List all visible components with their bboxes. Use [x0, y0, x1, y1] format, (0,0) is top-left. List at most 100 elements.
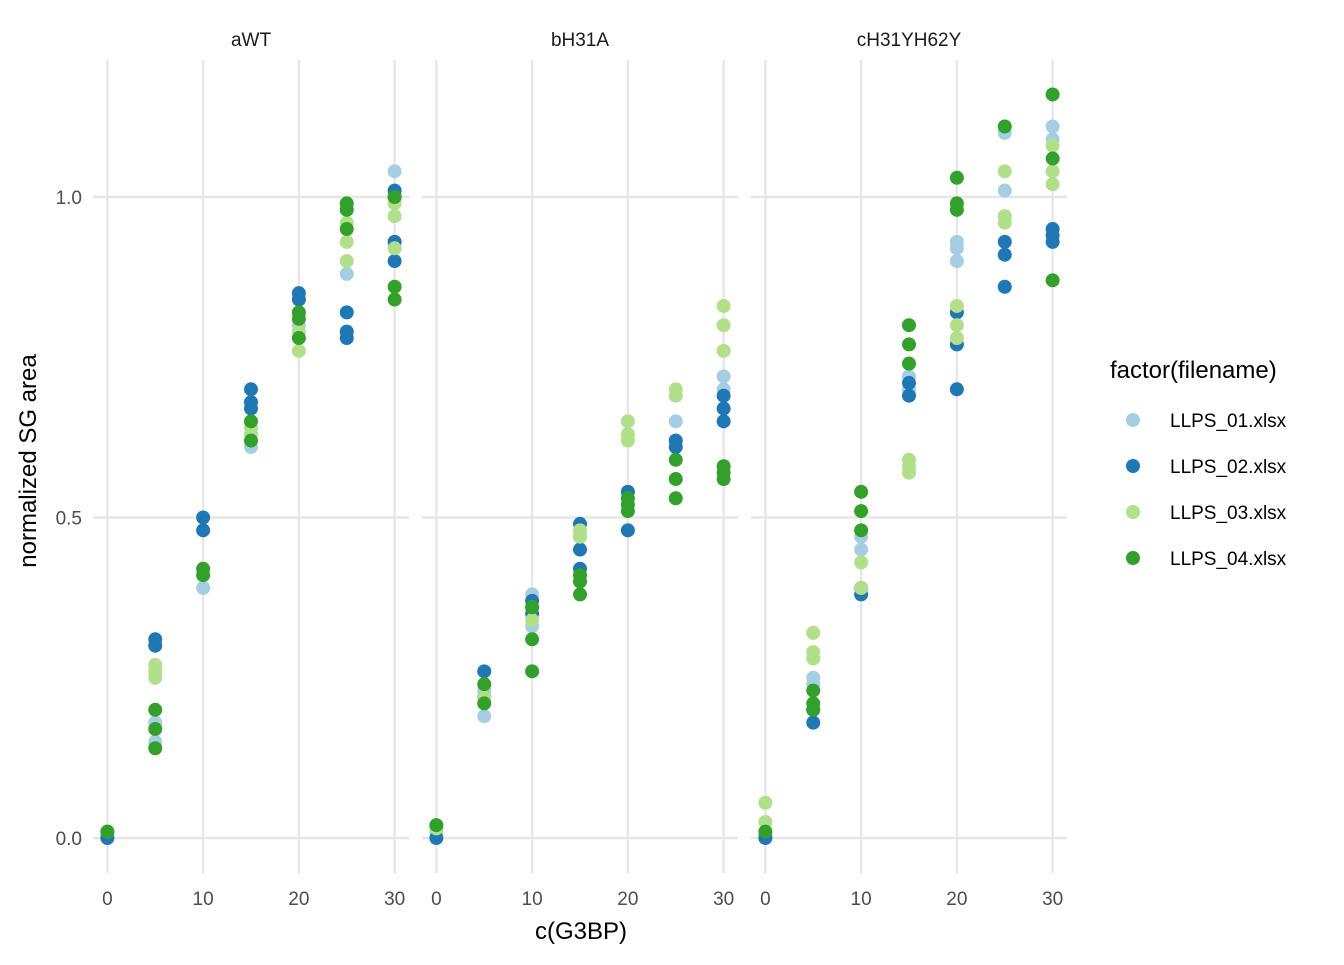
legend-label: LLPS_01.xlsx: [1170, 411, 1287, 432]
data-point: [573, 529, 587, 544]
x-tick-label: 20: [946, 889, 967, 910]
x-tick-label: 0: [102, 889, 113, 910]
data-point: [758, 814, 773, 829]
data-point: [997, 234, 1012, 249]
data-point: [148, 741, 163, 756]
data-point: [949, 241, 964, 256]
data-point: [716, 343, 731, 358]
y-axis-title: normalized SG area: [15, 354, 42, 568]
data-point: [902, 465, 916, 480]
data-point: [100, 824, 115, 839]
point-layer: [100, 87, 1060, 845]
legend-items: LLPS_01.xlsx LLPS_02.xlsx LLPS_03.xlsx LLPS…: [1126, 411, 1287, 570]
y-tick-label: 1.0: [56, 188, 82, 209]
data-point: [716, 318, 731, 333]
data-point: [573, 542, 587, 557]
x-axis-title: c(G3BP): [535, 918, 627, 945]
data-point: [949, 331, 964, 346]
data-point: [1045, 138, 1060, 153]
data-point: [477, 696, 492, 711]
data-point: [1045, 151, 1060, 166]
data-point: [716, 298, 731, 313]
data-point: [1045, 273, 1060, 288]
data-point: [806, 625, 821, 640]
data-point: [716, 388, 731, 403]
data-point: [148, 722, 163, 737]
data-point: [854, 484, 869, 499]
data-point: [668, 491, 683, 506]
data-point: [477, 709, 492, 724]
data-point: [244, 433, 258, 448]
legend-key: [1126, 459, 1140, 473]
data-point: [716, 401, 731, 416]
data-point: [668, 414, 683, 429]
data-point: [387, 279, 402, 294]
data-point: [806, 715, 821, 730]
data-point: [902, 375, 916, 390]
data-point: [902, 318, 916, 333]
y-tick-label: 0.0: [56, 829, 82, 850]
data-point: [148, 702, 163, 717]
data-point: [573, 574, 587, 589]
data-point: [387, 164, 402, 179]
data-point: [668, 472, 683, 487]
data-point: [949, 202, 964, 217]
grid-layer: [93, 60, 1067, 873]
data-point: [716, 472, 731, 487]
data-point: [997, 279, 1012, 294]
data-point: [387, 241, 402, 256]
data-point: [668, 452, 683, 467]
data-point: [668, 439, 683, 454]
data-point: [949, 254, 964, 269]
legend: factor(filename) LLPS_01.xlsx LLPS_02.xls…: [1110, 357, 1287, 570]
data-point: [291, 311, 306, 326]
data-point: [997, 183, 1012, 198]
data-point: [525, 664, 540, 679]
data-point: [854, 504, 869, 519]
legend-label: LLPS_04.xlsx: [1170, 549, 1287, 570]
data-point: [902, 356, 916, 371]
data-point: [339, 305, 354, 320]
legend-label: LLPS_02.xlsx: [1170, 457, 1287, 478]
data-point: [620, 504, 635, 519]
x-tick-label: 10: [851, 889, 872, 910]
data-point: [339, 222, 354, 237]
data-point: [339, 266, 354, 281]
x-tick-label: 10: [522, 889, 543, 910]
data-point: [1045, 177, 1060, 192]
data-point: [1045, 119, 1060, 134]
legend-key: [1126, 551, 1140, 565]
data-point: [196, 581, 211, 596]
data-point: [291, 292, 306, 307]
data-point: [291, 343, 306, 358]
y-tick-label: 0.5: [56, 509, 82, 530]
data-point: [997, 247, 1012, 262]
data-point: [196, 510, 211, 525]
data-point: [339, 234, 354, 249]
data-point: [949, 170, 964, 185]
data-point: [997, 215, 1012, 230]
data-point: [339, 202, 354, 217]
legend-key: [1126, 505, 1140, 519]
data-point: [387, 190, 402, 204]
data-point: [244, 401, 258, 416]
data-point: [949, 318, 964, 333]
legend-key: [1126, 413, 1140, 427]
data-point: [949, 382, 964, 397]
data-point: [291, 331, 306, 346]
label-layer: aWT 0 10 20 30 bH31A 0 10 20 30 cH31YH62Y 0 10 20 30 0.…: [56, 30, 1064, 910]
data-point: [806, 683, 821, 698]
data-point: [525, 600, 540, 615]
data-point: [148, 638, 163, 653]
data-point: [997, 119, 1012, 134]
data-point: [806, 651, 821, 666]
data-point: [854, 581, 869, 596]
data-point: [949, 298, 964, 313]
data-point: [429, 818, 444, 833]
data-point: [387, 254, 402, 269]
legend-label: LLPS_03.xlsx: [1170, 503, 1287, 524]
data-point: [806, 702, 821, 717]
x-tick-label: 10: [193, 889, 214, 910]
data-point: [477, 664, 492, 679]
